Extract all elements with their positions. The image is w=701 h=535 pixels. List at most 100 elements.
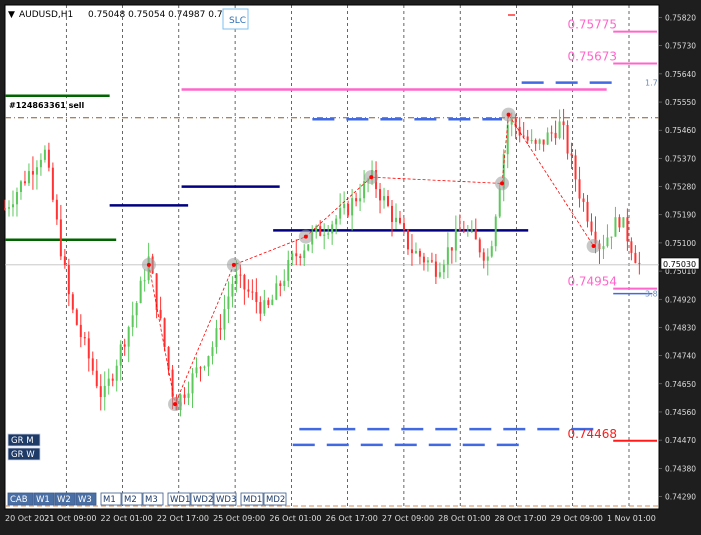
candle-body <box>590 221 593 232</box>
timeframe-button[interactable] <box>7 492 34 506</box>
timeframe-button[interactable] <box>121 492 143 506</box>
timeframe-button[interactable] <box>33 492 55 506</box>
candle-body <box>255 292 258 303</box>
timeframe-button[interactable] <box>167 492 191 506</box>
candle-body <box>67 265 70 295</box>
price-tick-label: 0.74920 <box>665 295 696 304</box>
candle-body <box>402 223 405 230</box>
current-price-tag <box>660 257 700 270</box>
candle-body <box>490 246 493 257</box>
side-note: 3.8 <box>645 290 658 299</box>
timeframe-button-label: W2 <box>57 495 71 505</box>
candle-body <box>502 154 505 189</box>
timeframe-button-label: W1 <box>36 495 50 505</box>
candle-body <box>15 192 18 205</box>
zigzag-path <box>148 113 594 406</box>
candle-body <box>91 358 94 371</box>
gr-button-label: GR W <box>11 450 35 460</box>
candle-body <box>135 303 138 316</box>
candle-body <box>550 132 553 134</box>
candle-body <box>79 324 82 338</box>
candle-body <box>478 239 481 253</box>
candle-body <box>19 181 22 193</box>
candle-body <box>279 283 282 287</box>
price-labels: 0.75775 0.75673 0.74954 0.74468 <box>567 18 657 442</box>
timeframe-button-label: M2 <box>124 495 137 505</box>
candle-body <box>43 149 46 160</box>
price-tick-label: 0.75010 <box>665 267 696 276</box>
candle-body <box>11 204 14 208</box>
gr-buttons: GR M GR W <box>7 433 41 461</box>
candle-body <box>155 273 158 310</box>
candle-body <box>466 230 469 233</box>
price-tick-label: 0.74830 <box>665 323 696 332</box>
candle-body <box>223 309 226 330</box>
candle-body <box>335 218 338 225</box>
candle-body <box>167 347 170 370</box>
price-label: 0.75673 <box>567 50 617 64</box>
timeframe-button[interactable] <box>54 492 76 506</box>
candle-body <box>546 132 549 145</box>
candle-body <box>283 280 286 287</box>
candle-body <box>359 198 362 202</box>
chart-triangle-icon[interactable]: ▼ <box>8 10 15 20</box>
plot-area[interactable] <box>4 4 660 510</box>
price-tick-label: 0.74650 <box>665 380 696 389</box>
timeframe-button[interactable] <box>142 492 164 506</box>
candle-body <box>383 196 386 201</box>
candle-body <box>4 208 6 210</box>
candle-body <box>231 283 234 297</box>
pivot-dot <box>231 262 236 267</box>
time-tick-label: 1 Nov 01:00 <box>607 514 656 523</box>
pivot-dot <box>369 175 374 180</box>
candle-body <box>83 337 86 339</box>
timeframe-button[interactable] <box>100 492 122 506</box>
candle-body <box>534 140 537 144</box>
price-tick-label: 0.75640 <box>665 70 696 79</box>
candle-body <box>387 196 390 206</box>
timeframe-button[interactable] <box>263 492 287 506</box>
candle-body <box>327 233 330 235</box>
candle-body <box>474 229 477 240</box>
candle-body <box>518 126 521 136</box>
timeframe-button[interactable] <box>75 492 97 506</box>
slc-button[interactable] <box>222 8 249 30</box>
price-tick-label: 0.74560 <box>665 408 696 417</box>
candle-body <box>195 367 198 374</box>
pivot-dot <box>591 244 596 249</box>
candle-body <box>139 280 142 304</box>
candle-body <box>462 230 465 233</box>
candle-body <box>542 139 545 145</box>
timeframe-button[interactable] <box>240 492 264 506</box>
candle-body <box>347 203 350 216</box>
gr-button[interactable] <box>7 447 41 461</box>
candle-body <box>267 300 270 305</box>
candle-body <box>434 261 437 277</box>
price-label: 0.74468 <box>567 427 617 441</box>
candle-body <box>287 260 290 281</box>
price-tick-label: 0.75550 <box>665 98 696 107</box>
timeframe-button[interactable] <box>190 492 214 506</box>
candle-body <box>634 252 637 263</box>
candle-body <box>339 208 342 219</box>
candle-body <box>243 274 246 290</box>
candle-body <box>247 289 250 292</box>
candle-body <box>514 118 517 127</box>
candle-body <box>494 216 497 247</box>
candle-body <box>103 385 106 398</box>
timeframe-buttons: CAB W1 W2 W3 M1 M2 M3 WD1 WD2 WD3 MD1 MD2 <box>7 492 287 506</box>
candle-body <box>31 171 34 175</box>
gr-button[interactable] <box>7 433 41 447</box>
side-notes: 1.7 3.8 <box>645 79 658 299</box>
timeframe-button[interactable] <box>213 492 237 506</box>
candle-body <box>199 367 202 369</box>
pivot-dot <box>506 112 511 117</box>
time-tick-label: 29 Oct 09:00 <box>551 514 603 523</box>
trade-label[interactable]: #124863361 sell <box>9 101 85 110</box>
candle-body <box>59 219 62 257</box>
projection-dashes <box>292 81 653 447</box>
time-tick-label: 26 Oct 01:00 <box>269 514 321 523</box>
candle-body <box>406 229 409 250</box>
